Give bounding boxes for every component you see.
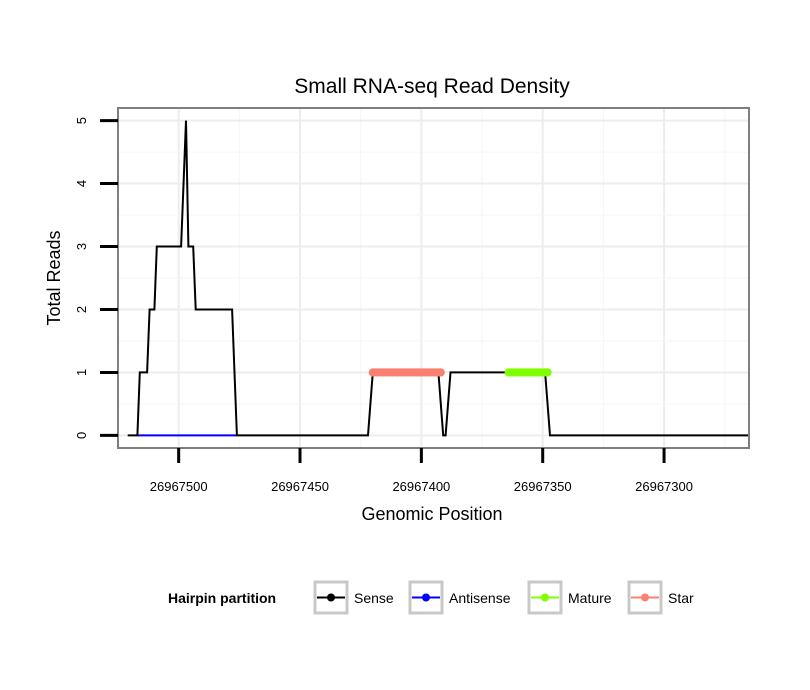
x-axis: 26967500 26967450 26967400 26967350 26967300 [150, 448, 693, 494]
chart-title: Small RNA-seq Read Density [294, 75, 570, 98]
legend-label-antisense: Antisense [449, 590, 511, 606]
y-tick-label: 2 [74, 306, 89, 313]
y-axis: 0 1 2 3 4 5 [74, 117, 118, 439]
x-tick-label: 26967400 [392, 479, 450, 494]
y-tick-label: 0 [74, 432, 89, 439]
legend-key-point-sense [327, 593, 335, 602]
plot-panel-border [117, 107, 750, 449]
x-tick-label: 26967350 [514, 479, 572, 494]
y-axis-title: Total Reads [44, 230, 64, 325]
legend-label-star: Star [668, 590, 694, 606]
x-tick-label: 26967500 [150, 479, 208, 494]
x-axis-title: Genomic Position [361, 504, 502, 524]
legend-label-sense: Sense [354, 590, 394, 606]
legend-label-mature: Mature [568, 590, 612, 606]
grid-lines [118, 108, 749, 448]
legend-key-point-mature [541, 593, 549, 602]
series-layer [127, 120, 749, 437]
data-point-mature [543, 368, 552, 377]
y-tick-label: 1 [74, 369, 89, 376]
y-tick-label: 3 [74, 243, 89, 250]
legend-key-point-antisense [422, 593, 430, 602]
legend: Hairpin partition Sense Antisense Mature St… [168, 580, 694, 615]
data-point-star [436, 368, 445, 377]
y-tick-label: 5 [74, 117, 89, 124]
y-tick-label: 4 [74, 180, 89, 187]
x-tick-label: 26967450 [271, 479, 329, 494]
x-tick-label: 26967300 [635, 479, 693, 494]
legend-key-point-star [641, 593, 649, 602]
legend-title: Hairpin partition [168, 590, 276, 606]
